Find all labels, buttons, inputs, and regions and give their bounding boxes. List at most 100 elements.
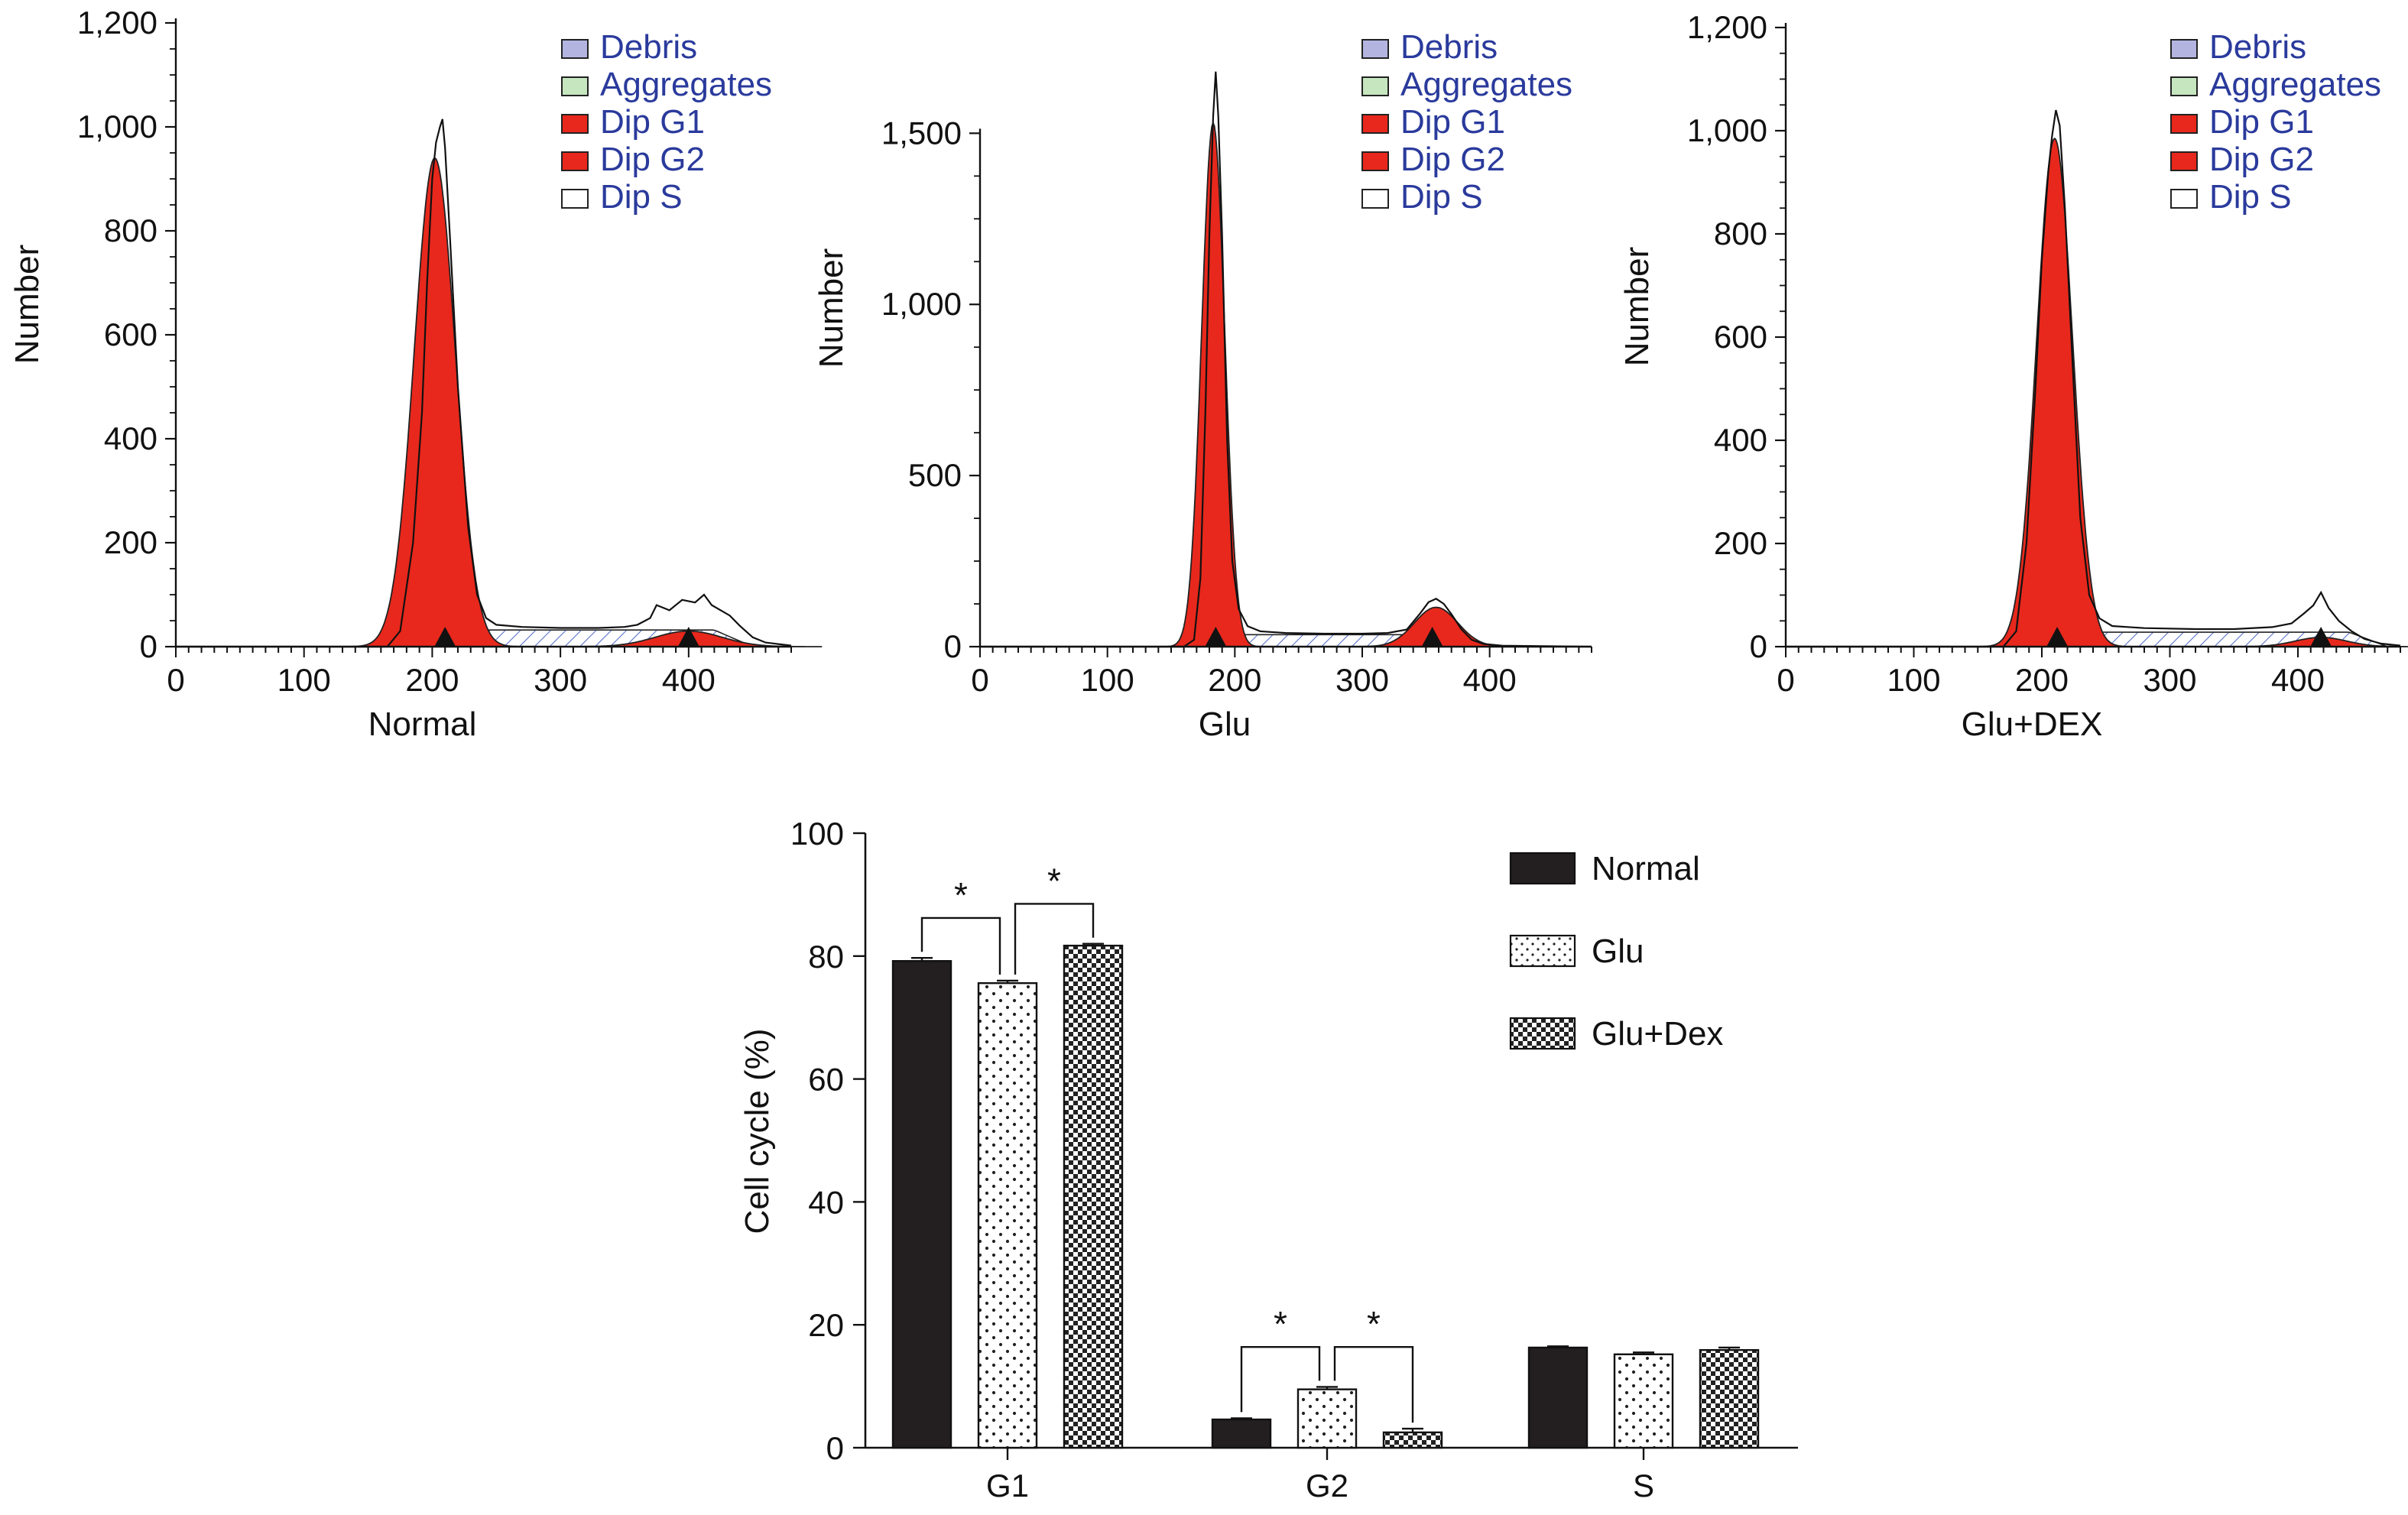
bar-chart-panel: 0 20 40 60 80 100 Cell cycle (%) G1 G2 S * * * * Norma… [738,816,1798,1504]
x-tick-label: 100 [1081,662,1134,698]
bar-legend-label: Glu+Dex [1592,1015,1723,1053]
legend-swatch-dip-s [2170,189,2198,209]
histogram-panel-2: 0 100 200 300 400 0 500 1,000 1,500 Glu Number Debr… [813,28,1592,743]
bar-legend-label: Glu [1592,933,1644,970]
significance-star: * [1367,1304,1381,1344]
x-tick-label: 300 [1335,662,1389,698]
y-axis-label: Number [813,248,850,368]
significance-bracket [920,916,1001,975]
histogram-panel-1: 0 100 200 300 400 0 200 400 600 800 1,000 1,200 Norm… [8,5,823,743]
bar-glu-g1 [977,981,1038,1449]
legend-swatch-dip-g1 [561,114,589,134]
x-tick-label: 0 [971,662,988,698]
x-tick-label: 0 [1777,662,1794,698]
peak-marker-triangle [2046,627,2069,647]
y-axis-label: Number [1618,247,1656,367]
histogram-panel-3: 0 100 200 300 400 0 200 400 600 800 1,000 1,200 Glu+… [1618,9,2408,743]
legend-label: Dip G2 [1400,141,1505,178]
x-tick-label: 200 [1208,662,1261,698]
histogram-outline [980,71,1592,648]
x-tick-label: 400 [662,662,716,698]
legend-swatch-aggregates [1361,76,1389,96]
dip-g1-peak [1167,121,1260,647]
peak-marker-triangle [1205,627,1227,647]
histogram-panels: 0 100 200 300 400 0 200 400 600 800 1,000 1,200 Norm… [8,5,2408,743]
legend-label: Aggregates [1400,66,1572,103]
peak-marker-triangle [1421,627,1443,647]
legend-swatch-debris [1361,39,1389,59]
legend-label: Debris [2209,28,2306,66]
legend-label: Dip G1 [1400,103,1505,141]
legend-swatch-dip-g2 [2170,151,2198,171]
legend-swatch-dip-g1 [2170,114,2198,134]
bar-y-tick-label: 100 [790,816,844,852]
bar-legend-label: Normal [1592,850,1700,887]
legend-label: Debris [600,28,697,66]
legend-swatch-dip-g2 [1361,151,1389,171]
legend-label: Dip S [1400,178,1483,216]
legend-swatch-aggregates [2170,76,2198,96]
y-tick-label: 1,500 [881,115,962,151]
y-tick-label: 1,000 [1687,112,1767,148]
bar-normal-g2 [1211,1418,1272,1449]
y-tick-label: 1,000 [881,286,962,322]
peak-marker-triangle [2310,627,2332,647]
bar-normal-g1 [891,960,952,1449]
legend-swatch-debris [2170,39,2198,59]
y-tick-label: 800 [1714,216,1767,251]
y-tick-label: 200 [104,524,157,560]
legend-label: Dip G2 [600,141,705,178]
bar-legend-swatch-normal [1509,852,1576,885]
x-axis-label: Glu [1199,706,1251,743]
y-tick-label: 1,000 [77,109,157,144]
significance-bracket [1240,1345,1321,1413]
bar-y-tick-label: 40 [808,1184,844,1220]
legend-label: Dip G2 [2209,141,2314,178]
significance-bracket [1014,903,1095,975]
legend-label: Debris [1400,28,1498,66]
significance-bracket [1333,1345,1414,1423]
bar-glu-g2 [1296,1388,1358,1449]
legend-swatch-dip-s [1361,189,1389,209]
x-tick-label: 300 [534,662,587,698]
x-tick-label: 400 [1463,662,1517,698]
legend-swatch-dip-g1 [1361,114,1389,134]
bar-glu-s [1613,1353,1674,1449]
legend-label: Aggregates [600,66,772,103]
bar-glu-dex-s [1699,1348,1760,1449]
y-tick-label: 800 [104,212,157,248]
legend-swatch-aggregates [561,76,589,96]
x-tick-label: 200 [405,662,459,698]
dip-g1-peak [1982,137,2127,647]
legend-label: Dip S [2209,178,2292,216]
x-tick-label: 200 [2015,662,2069,698]
legend-label: Aggregates [2209,66,2381,103]
legend-label: Dip G1 [600,103,705,141]
y-tick-label: 0 [1750,628,1767,664]
y-tick-label: 200 [1714,525,1767,561]
y-tick-label: 0 [140,628,157,664]
y-tick-label: 400 [104,420,157,456]
legend-label: Dip G1 [2209,103,2314,141]
legend-label: Dip S [600,178,683,216]
bar-glu-dex-g1 [1063,944,1124,1449]
bar-legend-swatch-glu-dex [1509,1017,1576,1050]
significance-star: * [954,875,968,915]
bar-y-tick-label: 80 [808,939,844,975]
y-tick-label: 500 [908,457,962,493]
y-tick-label: 600 [104,316,157,352]
histogram-outline [1786,109,2401,648]
y-tick-label: 0 [944,628,962,664]
y-tick-label: 600 [1714,319,1767,355]
y-tick-label: 1,200 [1687,9,1767,45]
y-tick-label: 400 [1714,422,1767,458]
bar-legend-swatch-glu [1509,934,1576,968]
y-axis-label: Number [8,245,46,365]
bar-y-tick-label: 0 [826,1430,844,1466]
bar-normal-s [1527,1346,1589,1449]
legend-swatch-debris [561,39,589,59]
histogram-outline [176,118,792,648]
y-tick-label: 1,200 [77,5,157,41]
x-tick-label: 100 [1887,662,1940,698]
bar-y-tick-label: 60 [808,1062,844,1098]
